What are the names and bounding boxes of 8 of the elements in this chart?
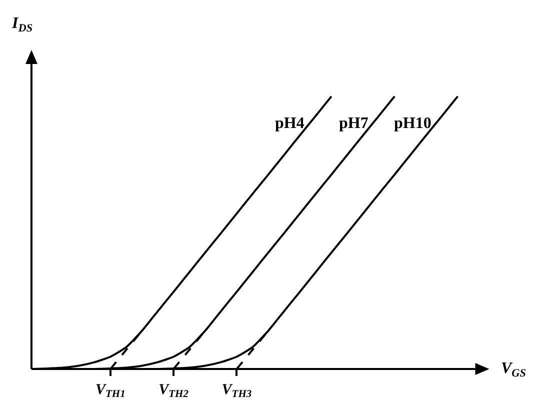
x-tick-label: V$_{TH2}$	[158, 382, 190, 400]
y-axis-title: I$_{DS}$	[11, 15, 33, 34]
series-label: pH4	[275, 115, 304, 132]
x-tick-label: V$_{TH1}$	[95, 382, 126, 400]
series-label: pH7	[339, 115, 368, 132]
x-tick-label: V$_{TH3}$	[222, 382, 252, 400]
x-axis-title: V$_{GS}$	[501, 360, 526, 380]
series-label: pH10	[394, 115, 432, 132]
